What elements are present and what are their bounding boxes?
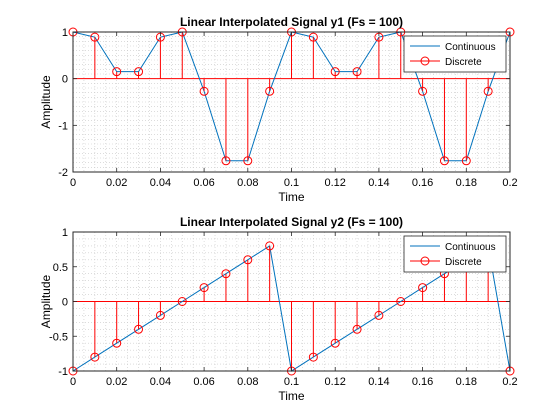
- data-point-marker: [308, 32, 318, 42]
- subplot-2: 0 0.02 0.04 0.06 0.08 0.1 0.12 0.14 0.16 0.18 0.2 -…: [39, 215, 518, 403]
- x-tick-label: 0.06: [193, 177, 214, 189]
- legend-label: Continuous: [445, 42, 496, 53]
- x-tick-label: 0.08: [237, 376, 258, 388]
- data-point-marker: [374, 310, 384, 320]
- data-point-marker: [352, 324, 362, 334]
- x-tick-label: 0.2: [502, 376, 517, 388]
- y-tick-label: 1: [62, 27, 68, 39]
- data-point-marker: [243, 255, 253, 265]
- legend-label: Discrete: [445, 57, 482, 68]
- data-point-marker: [483, 86, 493, 96]
- x-tick-label: 0.18: [456, 177, 477, 189]
- data-point-marker: [155, 310, 165, 320]
- data-point-marker: [330, 67, 340, 77]
- data-point-marker: [134, 67, 144, 77]
- y-tick-label: -0.5: [49, 331, 68, 343]
- x-tick-label: 0.16: [412, 376, 433, 388]
- x-tick-label: 0.18: [456, 376, 477, 388]
- data-point-marker: [396, 297, 406, 306]
- y-tick-label: -1: [58, 366, 68, 378]
- y-tick-label: -1: [58, 120, 68, 132]
- data-point-marker: [352, 67, 362, 77]
- chart-title: Linear Interpolated Signal y1 (Fs = 100): [180, 15, 403, 29]
- legend-label: Discrete: [445, 257, 482, 268]
- data-point-marker: [221, 156, 231, 166]
- data-point-marker: [439, 156, 449, 166]
- x-tick-label: 0.14: [368, 376, 389, 388]
- legend-swatch-marker: [420, 56, 430, 66]
- x-tick-label: 0.06: [193, 376, 214, 388]
- data-point-marker: [90, 352, 100, 362]
- data-point-marker: [418, 283, 428, 293]
- data-point-marker: [243, 156, 253, 166]
- legend-box: [403, 35, 507, 73]
- legend-swatch-marker: [420, 256, 430, 266]
- x-tick-label: 0.14: [368, 177, 389, 189]
- data-point-marker: [112, 338, 122, 348]
- y-axis-label: Amplitude: [39, 75, 53, 129]
- x-tick-label: 0: [70, 177, 76, 189]
- y-tick-label: 0.5: [53, 262, 68, 274]
- x-tick-label: 0.12: [324, 177, 345, 189]
- legend-label: Continuous: [445, 242, 496, 253]
- subplot-1: 0 0.02 0.04 0.06 0.08 0.1 0.12 0.14 0.16 0.18 0.2 -…: [39, 15, 518, 204]
- data-point-marker: [308, 352, 318, 362]
- data-point-marker: [199, 86, 209, 96]
- data-point-marker: [418, 86, 428, 96]
- x-tick-label: 0.2: [502, 177, 517, 189]
- data-point-marker: [221, 269, 231, 279]
- data-point-marker: [265, 241, 275, 251]
- data-point-marker: [90, 32, 100, 42]
- data-point-marker: [265, 86, 275, 96]
- legend-box: [403, 235, 507, 273]
- y-tick-label: 0: [62, 74, 68, 86]
- data-point-marker: [199, 283, 209, 293]
- x-tick-label: 0.1: [284, 177, 299, 189]
- x-axis-label: Time: [278, 389, 305, 403]
- x-tick-label: 0.04: [150, 376, 171, 388]
- y-tick-label: 0: [62, 297, 68, 309]
- x-tick-label: 0.16: [412, 177, 433, 189]
- data-point-marker: [134, 324, 144, 334]
- x-tick-label: 0.1: [284, 376, 299, 388]
- data-point-marker: [112, 67, 122, 77]
- y-axis-label: Amplitude: [39, 275, 53, 329]
- x-tick-label: 0.08: [237, 177, 258, 189]
- x-tick-label: 0: [70, 376, 76, 388]
- x-tick-label: 0.04: [150, 177, 171, 189]
- y-tick-label: -2: [58, 167, 68, 179]
- data-point-marker: [330, 338, 340, 348]
- legend: Continuous Discrete: [403, 35, 507, 73]
- x-tick-label: 0.02: [106, 376, 127, 388]
- legend: Continuous Discrete: [403, 235, 507, 273]
- x-tick-label: 0.02: [106, 177, 127, 189]
- data-point-marker: [177, 297, 187, 306]
- data-point-marker: [461, 156, 471, 166]
- x-tick-label: 0.12: [324, 376, 345, 388]
- y-tick-label: 1: [62, 227, 68, 239]
- x-axis-label: Time: [278, 190, 305, 204]
- chart-title: Linear Interpolated Signal y2 (Fs = 100): [180, 215, 403, 229]
